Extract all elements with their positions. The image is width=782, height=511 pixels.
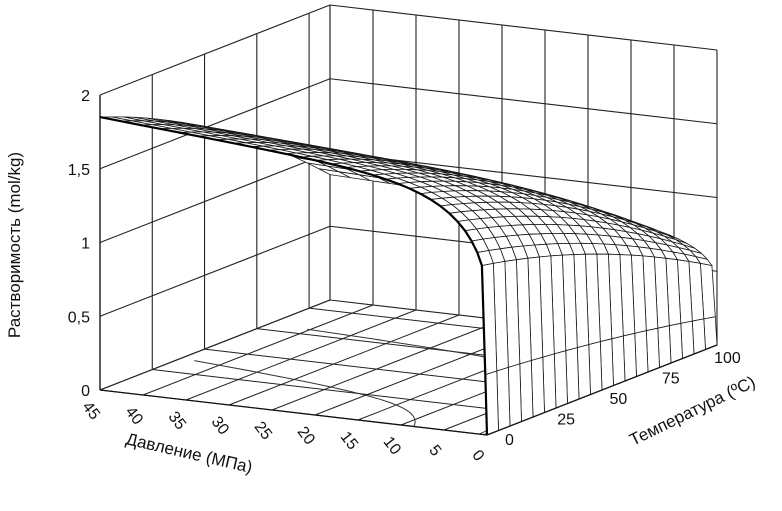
y-tick-label: 25 [557, 412, 575, 429]
surface-cell [530, 356, 545, 418]
wall-gridline [329, 78, 718, 125]
x-tick-label: 45 [79, 399, 103, 424]
wall-gridline [329, 4, 718, 51]
x-tick-label: 5 [425, 442, 444, 460]
surface-cell [703, 316, 718, 351]
surface-cell [542, 353, 557, 414]
y-axis-line [486, 344, 718, 436]
z-tick-label: 1 [81, 236, 90, 253]
surface-cell [611, 335, 626, 387]
surface-cell [565, 347, 580, 405]
wall-gridline [99, 4, 331, 96]
x-tick-label: 30 [208, 414, 232, 439]
z-tick-label: 2 [81, 88, 90, 105]
surface-mesh [99, 116, 718, 436]
floor-gridline [185, 309, 417, 401]
floor-gridline [99, 299, 331, 391]
y-tick-label: 75 [662, 371, 680, 388]
surface-cell [553, 350, 568, 409]
surface-cell [645, 327, 660, 373]
floor-gridline [152, 369, 540, 416]
x-tick-label: 10 [380, 434, 404, 459]
z-tick-label: 0 [81, 383, 90, 400]
z-tick-label: 0,5 [68, 309, 90, 326]
floor-gridline [142, 304, 374, 396]
contour-line [194, 360, 416, 427]
surface-cell [657, 325, 672, 369]
surface-cell [599, 338, 614, 391]
x-tick-label: 25 [251, 419, 275, 444]
wall-gridline [99, 151, 331, 244]
y-tick-label: 100 [714, 350, 741, 367]
y-tick-label: 0 [505, 432, 514, 449]
x-tick-label: 15 [337, 429, 361, 454]
surface-cell [519, 359, 534, 423]
x-tick-label: 20 [294, 424, 318, 449]
axis-lines [99, 95, 718, 436]
wall-gridline [99, 225, 331, 317]
x-tick-label: 35 [165, 409, 189, 434]
surface-cell [496, 366, 511, 432]
x-axis-label: Давление (МПа) [124, 429, 254, 477]
surface-cell [588, 341, 603, 396]
x-tick-label: 40 [122, 404, 146, 429]
floor-gridline [228, 314, 460, 406]
x-axis-line [99, 389, 488, 436]
z-axis-label: Растворимость (mol/kg) [5, 152, 24, 338]
surface-cell [507, 363, 522, 427]
floor-gridline [271, 319, 503, 411]
surface-cell [576, 344, 591, 400]
surface-cell [634, 330, 649, 378]
surface-cell [691, 318, 706, 355]
surface-cell [622, 332, 637, 382]
y-tick-label: 50 [610, 391, 628, 408]
x-tick-label: 0 [468, 447, 487, 465]
surface-cell [668, 322, 683, 364]
surface-front-edge [99, 116, 489, 436]
surface-cell [680, 320, 695, 360]
z-tick-label: 1,5 [68, 162, 90, 179]
wall-gridline [99, 78, 331, 170]
y-axis-label: Температура (ºC) [626, 372, 758, 449]
